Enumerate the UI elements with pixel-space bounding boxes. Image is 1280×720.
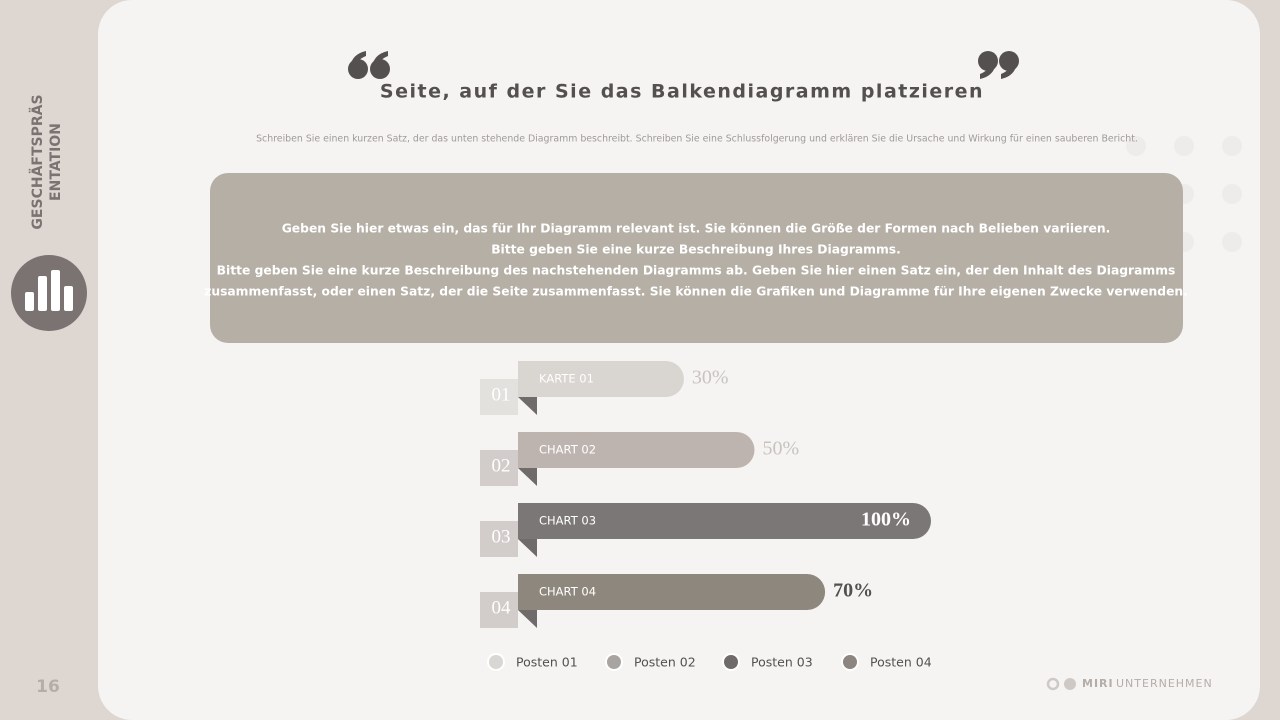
tab-fold: [518, 539, 537, 557]
value-label: 70%: [833, 580, 873, 602]
legend-swatch: [605, 653, 623, 671]
chart-icon-bars: [25, 270, 73, 311]
legend-swatch: [722, 653, 740, 671]
legend-label: Posten 03: [751, 655, 813, 670]
chart-icon: [11, 255, 87, 331]
bar-label: CHART 04: [539, 585, 596, 599]
value-label: 30%: [692, 367, 729, 389]
text-box-line: zusammenfasst, oder einen Satz, der die …: [204, 285, 1188, 299]
bar-label: KARTE 01: [539, 372, 594, 386]
bar-number: 02: [492, 455, 511, 476]
legend-label: Posten 04: [870, 655, 932, 670]
brand-dot: [1046, 677, 1060, 691]
bar-label: CHART 02: [539, 443, 596, 457]
tab-fold: [518, 610, 537, 628]
text-box: [210, 173, 1183, 343]
legend-swatch: [487, 653, 505, 671]
brand: MIRI: [1082, 677, 1114, 690]
legend-label: Posten 02: [634, 655, 696, 670]
sidebar-line: GESCHÄFTSPRÄS: [29, 94, 46, 229]
quote-close: [978, 51, 1019, 79]
title: Seite, auf der Sie das Balkendiagramm pl…: [380, 81, 984, 103]
page-number: 16: [36, 677, 60, 697]
text-box-line: Geben Sie hier etwas ein, das für Ihr Di…: [282, 222, 1111, 236]
bar-number: 03: [492, 526, 511, 547]
bar-number: 01: [492, 384, 511, 405]
bar-number: 04: [492, 597, 512, 618]
bar: [518, 432, 755, 468]
number-tab: [480, 521, 518, 557]
brand-dot: [1064, 678, 1076, 690]
legend-label: Posten 01: [516, 655, 578, 670]
value-label: 100%: [861, 509, 911, 531]
text-box-line: Bitte geben Sie eine kurze Beschreibung …: [217, 264, 1176, 278]
brand-rest: UNTERNEHMEN: [1116, 677, 1213, 690]
sidebar-title: GESCHÄFTSPRÄS ENTATION: [29, 94, 64, 229]
bar: [518, 361, 684, 397]
subtitle: Schreiben Sie einen kurzen Satz, der das…: [256, 134, 1138, 145]
tab-fold: [518, 397, 537, 415]
text-box-line: Bitte geben Sie eine kurze Beschreibung …: [491, 243, 901, 257]
card: [98, 0, 1260, 720]
number-tab: [480, 379, 518, 415]
value-label: 50%: [763, 438, 800, 460]
bar: [518, 503, 931, 539]
quote-open: [348, 51, 390, 79]
bar: [518, 574, 826, 610]
bar-label: CHART 03: [539, 514, 596, 528]
number-tab: [480, 450, 518, 486]
legend-swatch: [841, 653, 859, 671]
number-tab: [480, 592, 518, 628]
tab-fold: [518, 468, 537, 486]
sidebar-line: ENTATION: [48, 123, 64, 201]
